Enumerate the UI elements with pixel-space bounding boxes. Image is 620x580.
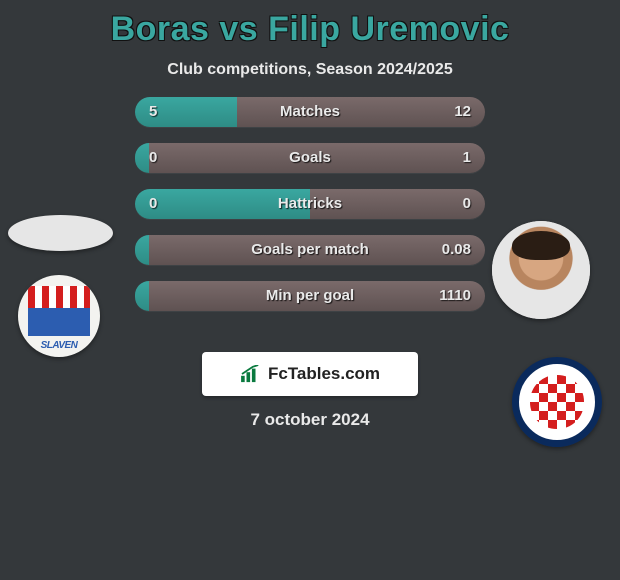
stat-value-right: 1 — [463, 143, 471, 173]
player-right-avatar — [492, 221, 590, 319]
stat-bar-left — [135, 143, 149, 173]
stat-value-left: 0 — [149, 143, 157, 173]
player-left-avatar — [8, 215, 113, 251]
club-right-name-bot: SPLIT — [519, 429, 595, 438]
stat-bar-left — [135, 189, 310, 219]
stat-bar-right — [237, 97, 486, 127]
stat-value-right: 0.08 — [442, 235, 471, 265]
club-left-badge: SLAVEN — [18, 275, 100, 357]
comparison-subtitle: Club competitions, Season 2024/2025 — [0, 61, 620, 79]
stat-row: 1110Min per goal — [135, 281, 485, 311]
stat-bars: 512Matches01Goals00Hattricks0.08Goals pe… — [135, 97, 485, 327]
stat-bar-left — [135, 235, 149, 265]
stat-bar-right — [310, 189, 485, 219]
stat-row: 00Hattricks — [135, 189, 485, 219]
comparison-content: SLAVEN HAJDUK SPLIT 512Matches01Goals00H… — [0, 97, 620, 357]
stat-row: 01Goals — [135, 143, 485, 173]
club-right-name-top: HAJDUK — [519, 366, 595, 375]
snapshot-date: 7 october 2024 — [0, 410, 620, 430]
stat-value-right: 1110 — [439, 281, 471, 311]
chart-icon — [240, 365, 262, 383]
watermark: FcTables.com — [202, 352, 418, 396]
player-right-face — [492, 221, 590, 319]
stat-bar-left — [135, 281, 149, 311]
stat-value-right: 12 — [454, 97, 471, 127]
club-left-name: SLAVEN — [18, 340, 100, 351]
club-right-badge: HAJDUK SPLIT — [512, 357, 602, 447]
stat-bar-right — [149, 143, 485, 173]
stat-value-left: 0 — [149, 189, 157, 219]
watermark-text: FcTables.com — [268, 364, 380, 384]
stat-row: 512Matches — [135, 97, 485, 127]
stat-bar-right — [149, 281, 485, 311]
stat-value-left: 5 — [149, 97, 157, 127]
stat-row: 0.08Goals per match — [135, 235, 485, 265]
stat-bar-right — [149, 235, 485, 265]
comparison-title: Boras vs Filip Uremovic — [0, 0, 620, 49]
stat-value-right: 0 — [463, 189, 471, 219]
